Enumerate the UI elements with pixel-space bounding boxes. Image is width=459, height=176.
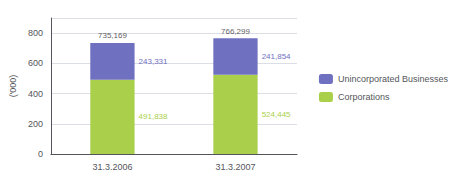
- svg-text:243,331: 243,331: [139, 57, 168, 66]
- svg-text:491,838: 491,838: [139, 112, 168, 121]
- svg-text:Unincorporated Businesses: Unincorporated Businesses: [338, 74, 449, 84]
- svg-text:241,854: 241,854: [262, 52, 291, 61]
- svg-text:735,169: 735,169: [98, 31, 127, 40]
- svg-text:0: 0: [38, 149, 43, 159]
- svg-text:('000): ('000): [8, 75, 18, 98]
- svg-text:200: 200: [28, 119, 43, 129]
- svg-text:766,299: 766,299: [221, 27, 250, 36]
- svg-text:400: 400: [28, 89, 43, 99]
- svg-text:Corporations: Corporations: [338, 92, 390, 102]
- svg-text:31.3.2006: 31.3.2006: [92, 162, 132, 172]
- svg-text:800: 800: [28, 28, 43, 38]
- svg-text:31.3.2007: 31.3.2007: [215, 162, 255, 172]
- svg-text:524,445: 524,445: [262, 110, 291, 119]
- svg-text:600: 600: [28, 58, 43, 68]
